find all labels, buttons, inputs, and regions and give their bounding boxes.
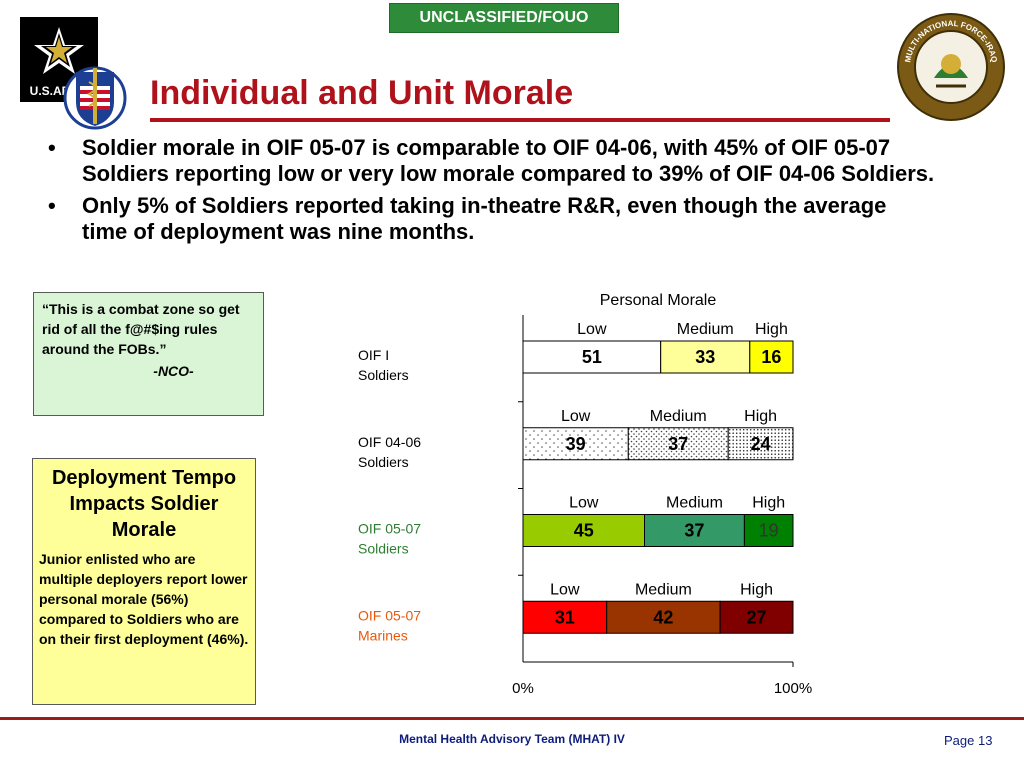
bar-value-label: 42	[653, 607, 673, 627]
bar-value-label: 24	[751, 434, 771, 454]
bar-segment	[660, 340, 751, 374]
mnf-iraq-seal: MULTI-NATIONAL FORCE-IRAQ	[896, 12, 1006, 122]
quote-attribution: -NCO-	[153, 363, 194, 379]
title-underline	[150, 118, 890, 122]
segment-header-label: High	[752, 495, 785, 512]
bar-segment	[522, 514, 645, 547]
deployment-tempo-box: Deployment Tempo Impacts Soldier Morale …	[32, 458, 256, 705]
footer-rule	[0, 717, 1024, 720]
segment-header-label: Low	[550, 581, 580, 598]
personal-morale-chart: Personal Morale 0% 100% OIF I Soldiers 51 Low 3…	[358, 292, 812, 697]
bar-segment	[743, 514, 794, 547]
segment-header-label: Medium	[666, 495, 723, 512]
bar-value-label: 31	[555, 607, 575, 627]
bar-value-label: 16	[761, 347, 781, 367]
info-box-heading: Deployment Tempo Impacts Soldier Morale	[51, 467, 237, 541]
bar-value-label: 27	[747, 607, 767, 627]
bar-value-label: 33	[695, 347, 715, 367]
army-logo: U.S.ARMY	[20, 17, 98, 102]
quote-box: “This is a combat zone so get rid of all…	[33, 292, 264, 416]
bullet-item: Soldier morale in OIF 05-07 is comparabl…	[46, 135, 936, 187]
segment-header-label: Medium	[677, 321, 734, 338]
bar-segment	[522, 427, 629, 461]
bullet-list: Soldier morale in OIF 05-07 is comparabl…	[46, 135, 936, 251]
bar-segment	[522, 600, 608, 634]
segment-header-label: High	[755, 321, 788, 338]
info-box-body: Junior enlisted who are multiple deploye…	[39, 551, 249, 647]
group-label: OIF I Soldiers	[358, 347, 409, 383]
bar-value-label: 37	[684, 521, 704, 541]
bar-value-label: 45	[574, 521, 594, 541]
slide-title: Individual and Unit Morale	[150, 74, 574, 112]
bar-segment	[749, 340, 794, 374]
x-tick-label: 100%	[774, 680, 812, 697]
quote-text: “This is a combat zone so get rid of all…	[42, 301, 240, 357]
segment-header-label: High	[740, 581, 773, 598]
segment-header-label: Medium	[650, 408, 707, 425]
x-tick-label: 0%	[512, 680, 534, 697]
segment-header-label: Low	[577, 321, 607, 338]
segment-header-label: Medium	[635, 581, 692, 598]
footer-title: Mental Health Advisory Team (MHAT) IV	[399, 732, 625, 746]
bar-value-label: 37	[668, 434, 688, 454]
segment-header-label: Low	[561, 408, 591, 425]
bar-value-label: 19	[759, 521, 779, 541]
group-label: OIF 04-06 Soldiers	[358, 434, 421, 470]
classification-banner: UNCLASSIFIED/FOUO	[389, 3, 619, 33]
chart-title: Personal Morale	[600, 292, 717, 309]
segment-header-label: High	[744, 408, 777, 425]
bar-value-label: 51	[582, 347, 602, 367]
bar-segment	[644, 514, 745, 547]
bullet-item: Only 5% of Soldiers reported taking in-t…	[46, 193, 936, 245]
bar-segment	[727, 427, 794, 461]
medical-command-logo	[62, 62, 128, 130]
bar-segment	[719, 600, 794, 634]
group-label: OIF 05-07 Soldiers	[358, 521, 421, 557]
bar-segment	[627, 427, 729, 461]
group-label: OIF 05-07 Marines	[358, 607, 421, 643]
segment-header-label: Low	[569, 495, 599, 512]
bar-segment	[606, 600, 721, 634]
page-number: Page 13	[944, 733, 993, 748]
bar-value-label: 39	[566, 434, 586, 454]
